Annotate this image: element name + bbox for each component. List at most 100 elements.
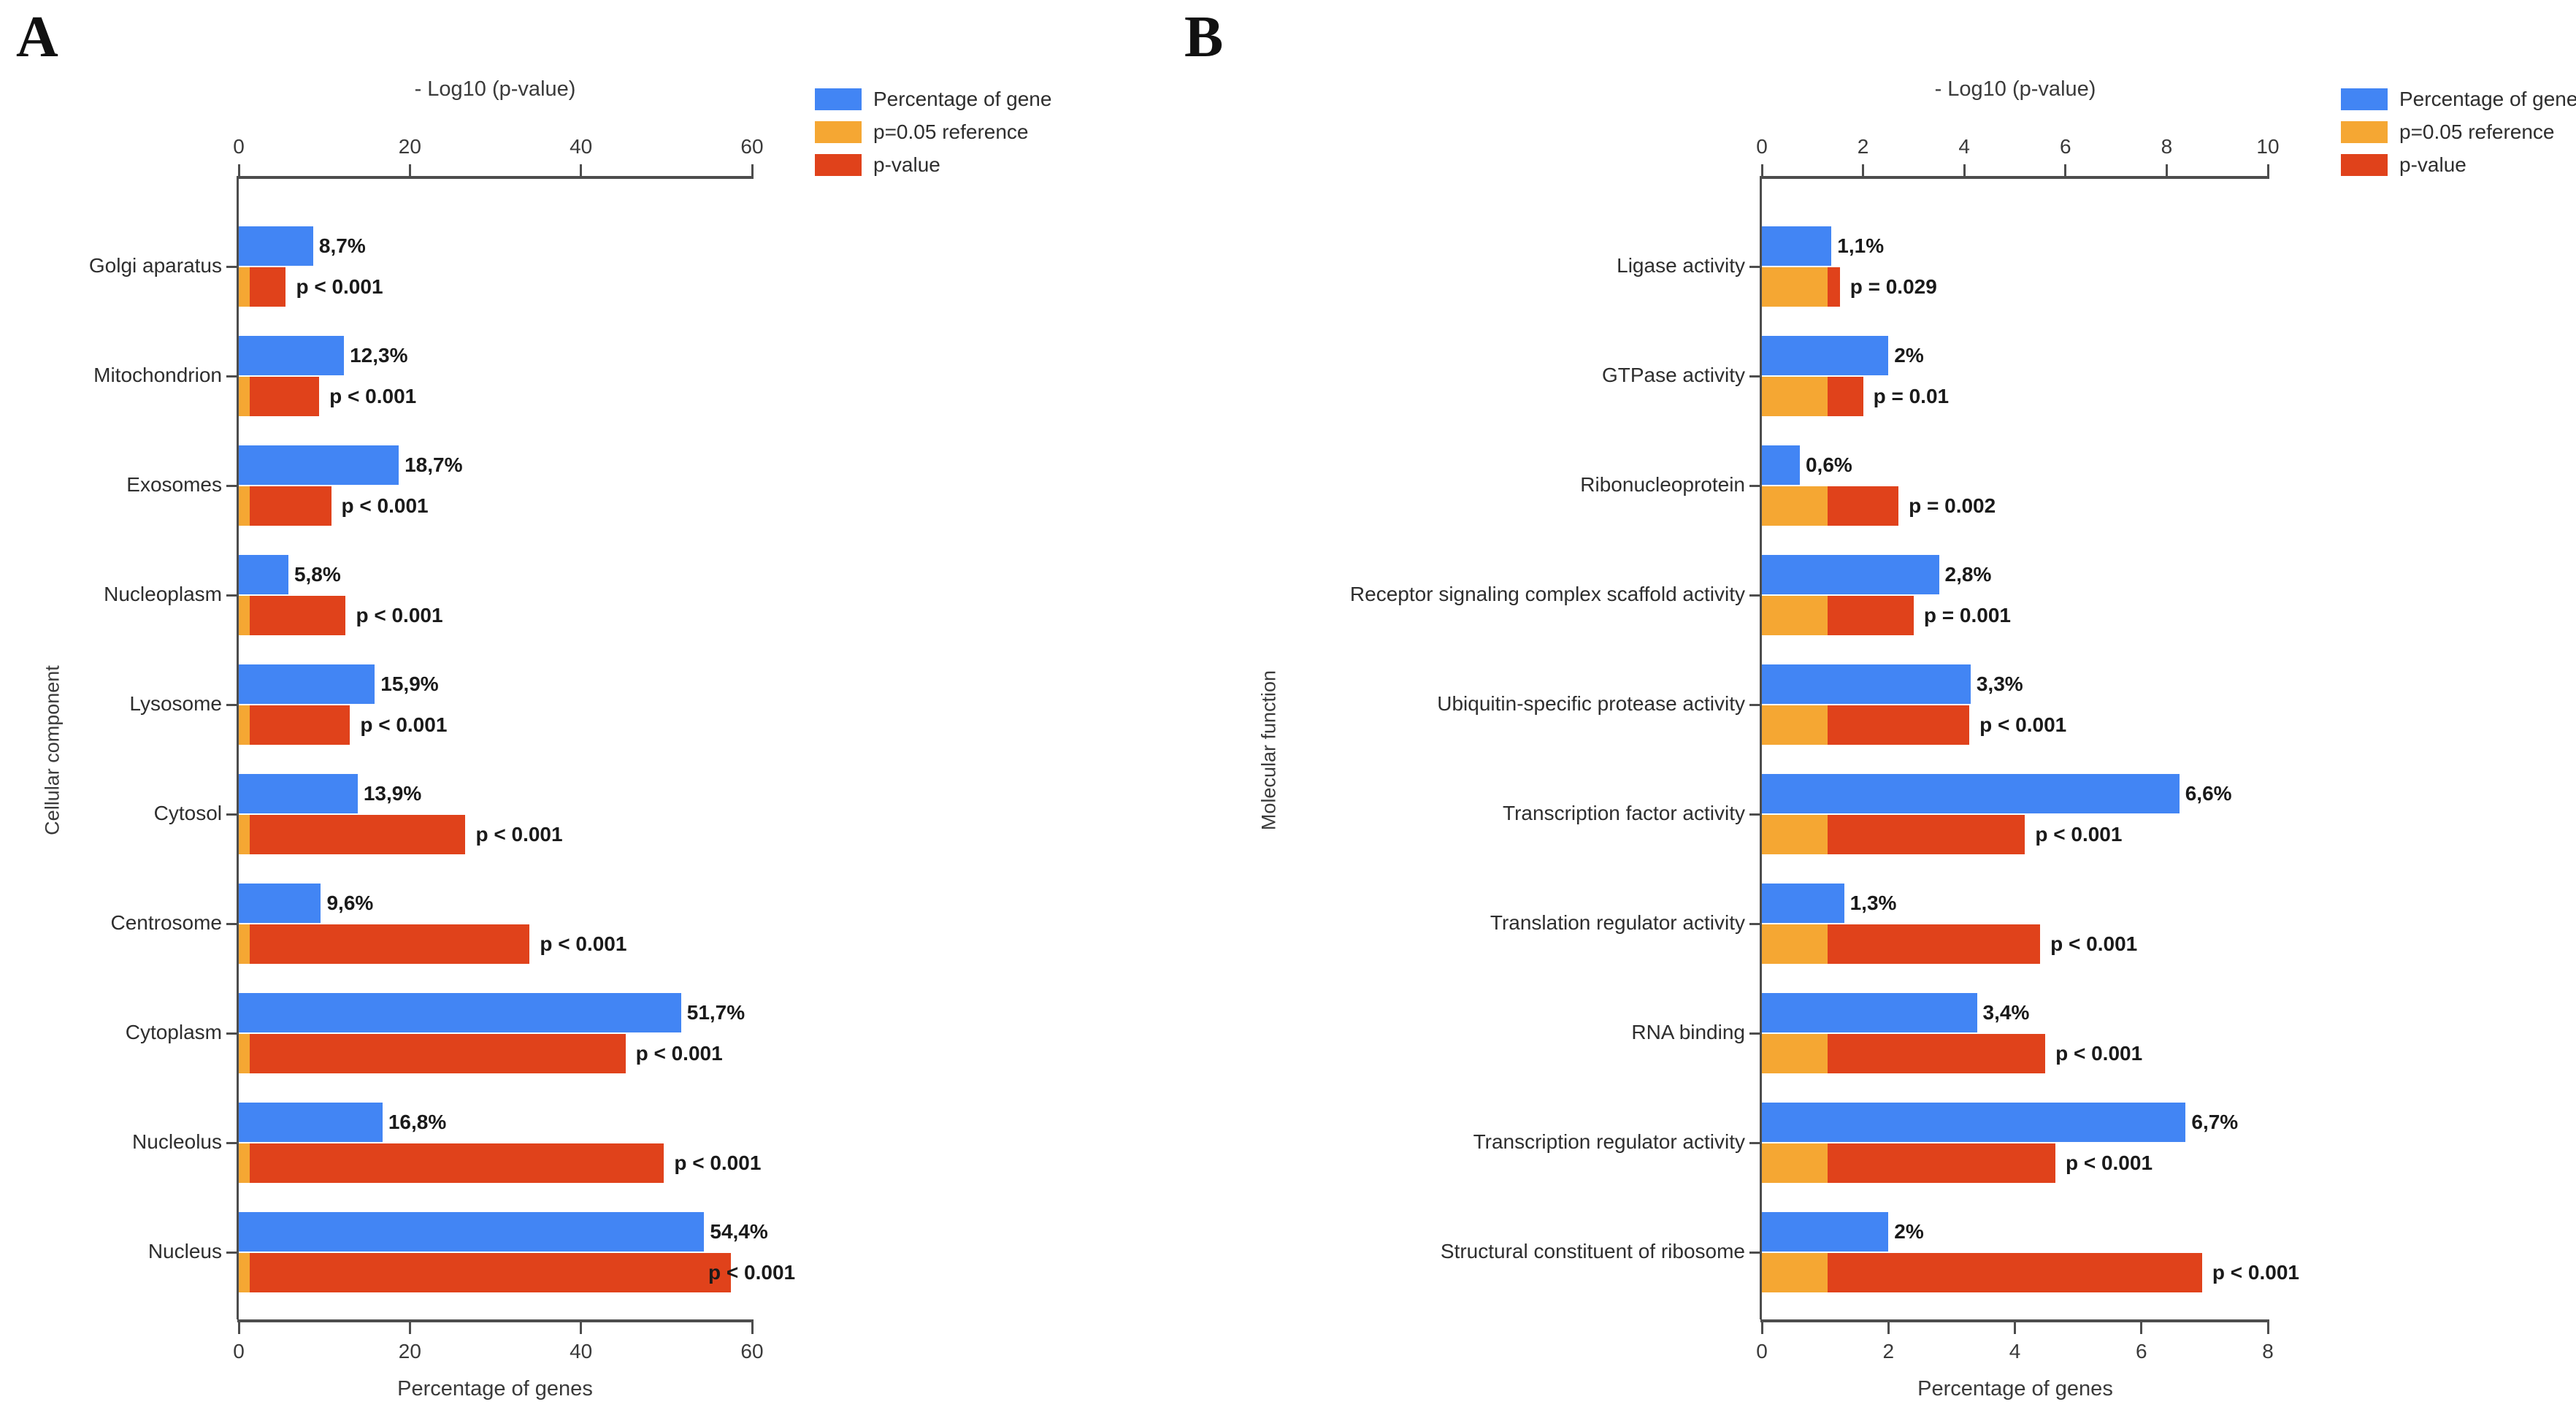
panel-b-top-tick-label: 6	[2060, 135, 2071, 158]
panel-b-top-tick	[1963, 164, 1966, 176]
panel-b-bottom-tick-label: 6	[2135, 1340, 2147, 1363]
panel-a-top-tick-label: 40	[570, 135, 593, 158]
panel-a-percentage-bar	[239, 1212, 705, 1252]
panel-b-bottom-tick-label: 2	[1882, 1340, 1895, 1363]
panel-b-pvalue-label: p = 0.001	[1923, 604, 2011, 626]
panel-b-reference-bar	[1762, 924, 1828, 964]
panel-a-y-axis-label: Cellular component	[41, 665, 64, 835]
panel-a-percentage-label: 15,9%	[380, 672, 439, 695]
panel-b-percentage-label: 2%	[1894, 1220, 1924, 1243]
panel-b-bottom-tick-label: 0	[1756, 1340, 1768, 1363]
panel-a-percentage-bar	[239, 555, 288, 594]
panel-b-bottom-tick-label: 8	[2262, 1340, 2274, 1363]
panel-b-category-label: GTPase activity	[1601, 364, 1745, 386]
panel-b-bottom-tick	[1760, 1322, 1763, 1334]
panel-a-bottom-tick	[751, 1322, 754, 1334]
panel-b-pvalue-label: p < 0.001	[2065, 1151, 2153, 1174]
panel-b-percentage-bar	[1762, 555, 1939, 594]
panel-a-top-axis-title: - Log10 (p-value)	[414, 77, 576, 101]
panel-a-percentage-bar	[239, 336, 345, 375]
panel-b-bottom-tick	[2014, 1322, 2016, 1334]
panel-a-pvalue-label: p < 0.001	[356, 604, 443, 626]
panel-a-percentage-label: 51,7%	[686, 1001, 745, 1024]
panel-b-top-tick-label: 0	[1756, 135, 1768, 158]
panel-a-bottom-tick-label: 60	[740, 1340, 764, 1363]
panel-a-pvalue-bar	[239, 486, 331, 526]
panel-a-category-label: Mitochondrion	[93, 364, 222, 386]
panel-b-top-tick	[2266, 164, 2269, 176]
panel-b-percentage-label: 6,7%	[2191, 1111, 2239, 1133]
panel-a-bottom-tick-label: 20	[398, 1340, 421, 1363]
panel-b-percentage-bar	[1762, 774, 2180, 813]
panel-a-percentage-label: 12,3%	[350, 344, 408, 367]
panel-b-percentage-bar	[1762, 993, 1977, 1032]
panel-a-category-label: Exosomes	[126, 473, 222, 496]
panel-b-percentage-label: 6,6%	[2185, 782, 2232, 805]
panel-a-top-tick-label: 60	[740, 135, 764, 158]
panel-b-pvalue-label: p < 0.001	[2050, 932, 2138, 955]
panel-b-top-tick-label: 10	[2256, 135, 2280, 158]
panel-a-percentage-bar	[239, 664, 375, 704]
panel-b-category-label: RNA binding	[1631, 1021, 1745, 1043]
panel-b-bottom-tick	[1887, 1322, 1890, 1334]
panel-b-percentage-bar	[1762, 1103, 2186, 1142]
panel-b-category-tick	[1749, 594, 1760, 597]
panel-b-percentage-label: 3,3%	[1976, 672, 2023, 695]
panel-b-pvalue-bar	[1762, 1253, 2202, 1292]
panel-a-category-tick	[226, 375, 237, 378]
panel-b-reference-bar	[1762, 815, 1828, 854]
panel-b-y-axis-label: Molecular function	[1257, 670, 1280, 831]
panel-a-percentage-label: 16,8%	[388, 1111, 447, 1133]
panel-a-pvalue-label: p < 0.001	[341, 494, 429, 517]
panel-a-category-tick	[226, 1251, 237, 1254]
panel-a-category-label: Lysosome	[129, 692, 222, 715]
panel-b-pvalue-label: p < 0.001	[1979, 713, 2067, 736]
panel-a-legend-swatch-pvalue	[815, 154, 862, 176]
panel-a-pvalue-label: p < 0.001	[708, 1261, 796, 1284]
panel-b-category-tick	[1749, 484, 1760, 487]
panel-a-category-tick	[226, 594, 237, 597]
panel-a-percentage-label: 18,7%	[405, 453, 463, 476]
panel-a-pvalue-label: p < 0.001	[360, 713, 448, 736]
panel-b-category-tick	[1749, 1141, 1760, 1144]
panel-b-reference-bar	[1762, 1034, 1828, 1073]
panel-a-y-spine	[237, 176, 239, 1319]
panel-a-category-tick	[226, 265, 237, 268]
panel-b-legend-swatch-reference	[2341, 121, 2388, 143]
panel-a-legend-swatch-reference	[815, 121, 862, 143]
panel-a-pvalue-bar	[239, 377, 320, 416]
panel-a-pvalue-bar	[239, 1143, 664, 1183]
panel-a-category-label: Nucleolus	[132, 1130, 222, 1153]
panel-b-category-label: Ligase activity	[1617, 254, 1745, 277]
panel-a-pvalue-bar	[239, 1034, 626, 1073]
panel-b-top-axis-title: - Log10 (p-value)	[1934, 77, 2096, 101]
panel-b-percentage-label: 2,8%	[1944, 563, 1992, 586]
panel-a-category-label: Cytoplasm	[125, 1021, 222, 1043]
panel-a-legend-label-percentage: Percentage of gene	[873, 88, 1052, 110]
panel-b-top-tick-label: 2	[1857, 135, 1869, 158]
panel-b-category-tick	[1749, 703, 1760, 706]
panel-b-reference-bar	[1762, 377, 1828, 416]
panel-a-category-label: Cytosol	[153, 802, 222, 824]
panel-a-category-label: Centrosome	[110, 911, 222, 934]
panel-a-bottom-axis-title: Percentage of genes	[397, 1377, 593, 1400]
panel-a-top-tick	[751, 164, 754, 176]
panel-a-reference-bar	[239, 1143, 250, 1183]
panel-b-percentage-label: 1,1%	[1837, 234, 1885, 257]
panel-b-top-tick	[1862, 164, 1865, 176]
panel-b-category-label: Transcription factor activity	[1503, 802, 1745, 824]
panel-a-bottom-axis-line	[237, 1319, 754, 1322]
panel-a-legend-label-reference: p=0.05 reference	[873, 120, 1029, 143]
panel-b-pvalue-label: p < 0.001	[2212, 1261, 2299, 1284]
panel-b-letter: B	[1184, 5, 1224, 69]
panel-b-percentage-label: 0,6%	[1805, 453, 1852, 476]
panel-a-reference-bar	[239, 596, 250, 635]
panel-a-category-tick	[226, 484, 237, 487]
panel-a-percentage-bar	[239, 1103, 383, 1142]
panel-a-legend-label-pvalue: p-value	[873, 153, 940, 176]
panel-b-legend-label-reference: p=0.05 reference	[2399, 120, 2555, 143]
panel-a-top-tick	[237, 164, 240, 176]
panel-a-percentage-bar	[239, 774, 358, 813]
panel-a-category-label: Nucleoplasm	[104, 583, 222, 605]
panel-a-letter: A	[16, 5, 58, 69]
